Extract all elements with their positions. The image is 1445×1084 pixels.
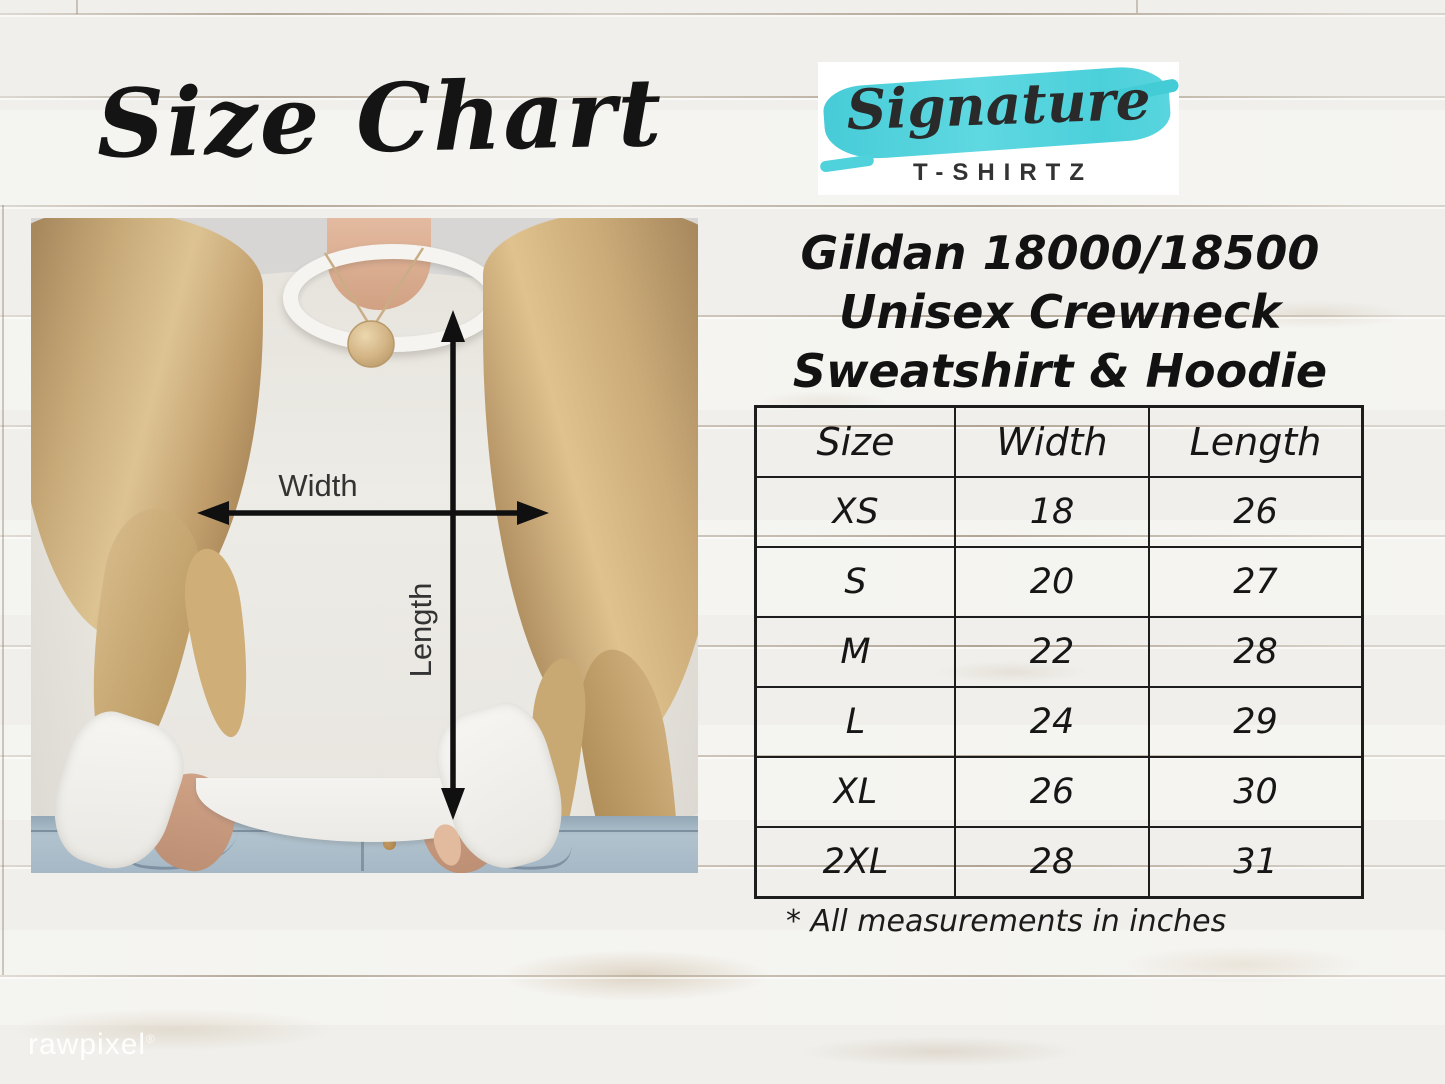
size-table-body: XS 18 26 S 20 27 M 22 28 L 24 29 XL 26 30 2XL 28 31 <box>757 478 1361 896</box>
table-row: L 24 29 <box>757 688 1361 758</box>
table-cell: 28 <box>1233 632 1278 672</box>
product-heading-line: Unisex Crewneck <box>838 285 1282 339</box>
necklace-chain <box>323 252 371 325</box>
watermark-text: rawpixel <box>28 1028 147 1061</box>
plank-line <box>0 865 1445 867</box>
table-cell: XS <box>757 478 956 546</box>
length-label: Length <box>403 582 438 678</box>
column-header: Length <box>1189 420 1322 464</box>
table-cell: 28 <box>956 828 1150 896</box>
width-label: Width <box>278 468 358 503</box>
plank-seam <box>76 0 78 14</box>
table-cell: 26 <box>1233 492 1278 532</box>
table-cell: M <box>757 618 956 686</box>
table-cell: 2XL <box>757 828 956 896</box>
page-title: Size Chart <box>95 58 665 180</box>
table-cell: 24 <box>956 688 1150 756</box>
table-cell: 20 <box>956 548 1150 616</box>
table-row: XL 26 30 <box>757 758 1361 828</box>
plank-line <box>0 975 1445 977</box>
table-footnote: * All measurements in inches <box>786 904 1227 939</box>
table-row: XS 18 26 <box>757 478 1361 548</box>
table-cell: S <box>757 548 956 616</box>
arrow-head-up-icon <box>441 310 465 342</box>
product-heading: Gildan 18000/18500 Unisex Crewneck Sweat… <box>745 224 1375 401</box>
plank-seam <box>1136 0 1138 13</box>
table-cell: 30 <box>1233 772 1278 812</box>
watermark: rawpixel® <box>28 1028 156 1062</box>
arrow-head-left-icon <box>197 501 229 525</box>
arrow-head-down-icon <box>441 788 465 820</box>
table-header-row: Size Width Length <box>757 408 1361 478</box>
measurement-arrows <box>197 310 549 820</box>
table-row: S 20 27 <box>757 548 1361 618</box>
column-header: Size <box>757 408 956 476</box>
table-cell: 26 <box>956 758 1150 826</box>
plank-line <box>0 535 1445 537</box>
brand-subtitle: T-SHIRTZ <box>913 159 1093 186</box>
plank-line <box>0 755 1445 757</box>
brand-name: Signature <box>845 66 1152 143</box>
necklace <box>323 247 425 368</box>
plank-line <box>0 645 1445 647</box>
plank-seam <box>2 205 4 975</box>
table-row: M 22 28 <box>757 618 1361 688</box>
plank-line <box>0 205 1445 207</box>
product-heading-line: Sweatshirt & Hoodie <box>792 344 1328 398</box>
table-row: 2XL 28 31 <box>757 828 1361 896</box>
registered-mark: ® <box>146 1032 156 1046</box>
table-cell: L <box>757 688 956 756</box>
brand-logo: Signature T-SHIRTZ <box>818 62 1180 195</box>
table-cell: 18 <box>956 478 1150 546</box>
plank-line <box>0 13 1445 15</box>
jeans-fly-seam <box>361 836 364 871</box>
model-photo: Width Length <box>31 218 698 873</box>
plank-line <box>0 96 1445 98</box>
table-cell: 31 <box>1233 842 1278 882</box>
necklace-pendant <box>347 320 395 368</box>
plank-line <box>0 425 1445 427</box>
table-cell: 27 <box>1233 562 1278 602</box>
size-table: Size Width Length XS 18 26 S 20 27 M 22 28 L 24 29 X… <box>754 405 1364 899</box>
product-heading-line: Gildan 18000/18500 <box>800 226 1320 280</box>
table-cell: 22 <box>956 618 1150 686</box>
plank-line <box>0 315 1445 317</box>
arrow-head-right-icon <box>517 501 549 525</box>
necklace-chain <box>373 247 425 325</box>
table-cell: 29 <box>1233 702 1278 742</box>
table-cell: XL <box>757 758 956 826</box>
column-header: Width <box>956 408 1150 476</box>
